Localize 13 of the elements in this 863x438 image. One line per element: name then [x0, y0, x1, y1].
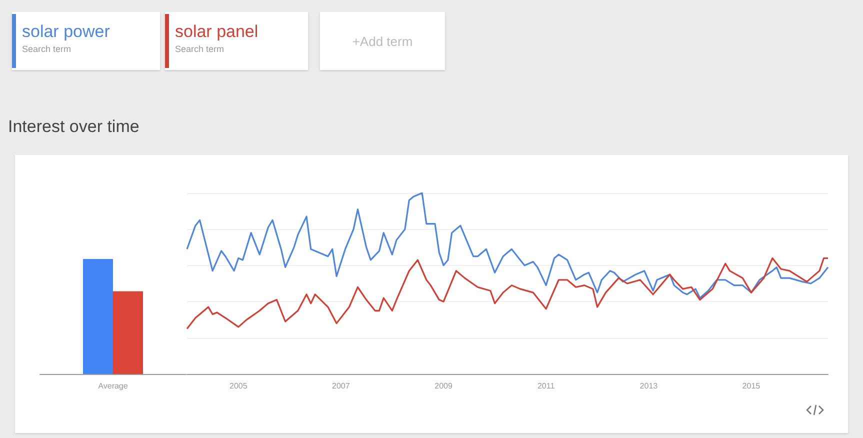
x-tick-label: Average — [98, 382, 128, 390]
text: +Add term — [320, 12, 445, 70]
x-tick-label: 2009 — [434, 382, 453, 390]
text: solar panel — [175, 22, 260, 42]
x-tick-label: 2015 — [742, 382, 761, 390]
chart-title: Interest over time — [8, 117, 140, 137]
x-tick-label: 2013 — [640, 382, 658, 390]
text: Search term — [22, 44, 72, 54]
x-tick-label: 2007 — [332, 382, 350, 390]
text: Search term — [175, 44, 226, 54]
x-tick-label: 2011 — [537, 382, 556, 390]
x-tick-label: 2005 — [229, 382, 248, 390]
text: solar power — [22, 22, 111, 42]
